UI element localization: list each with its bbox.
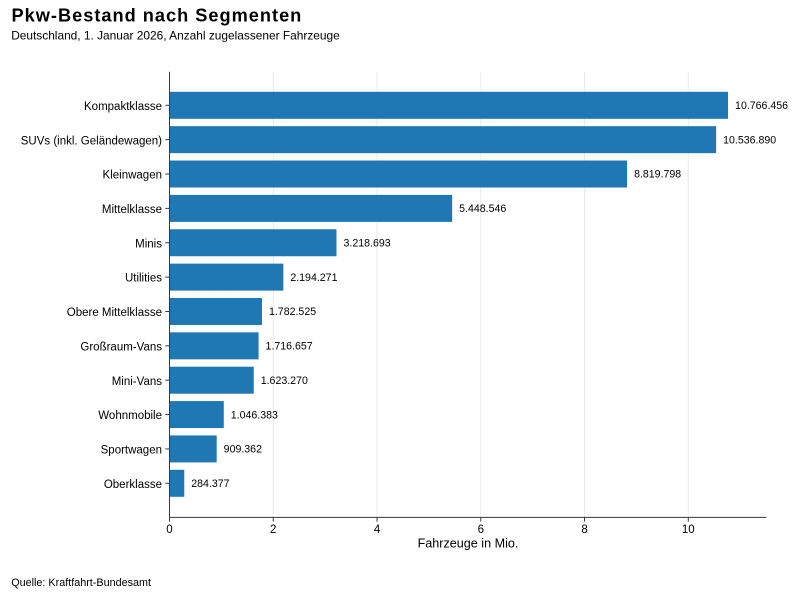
svg-text:1.782.525: 1.782.525 xyxy=(269,306,316,318)
svg-text:Kleinwagen: Kleinwagen xyxy=(103,170,162,182)
svg-text:2: 2 xyxy=(270,524,276,536)
svg-text:Quelle: Kraftfahrt-Bundesamt: Quelle: Kraftfahrt-Bundesamt xyxy=(11,577,151,589)
svg-text:Minis: Minis xyxy=(135,238,162,250)
svg-text:5.448.546: 5.448.546 xyxy=(459,203,506,215)
svg-text:Sportwagen: Sportwagen xyxy=(101,445,162,457)
svg-text:3.218.693: 3.218.693 xyxy=(343,237,390,249)
svg-text:Mittelklasse: Mittelklasse xyxy=(102,204,162,216)
svg-text:2.194.271: 2.194.271 xyxy=(290,272,337,284)
svg-text:Pkw-Bestand nach Segmenten: Pkw-Bestand nach Segmenten xyxy=(12,5,303,25)
svg-text:4: 4 xyxy=(374,524,381,536)
svg-text:Mini-Vans: Mini-Vans xyxy=(112,376,163,388)
svg-text:1.716.657: 1.716.657 xyxy=(266,341,313,353)
svg-text:6: 6 xyxy=(478,524,484,536)
svg-text:284.377: 284.377 xyxy=(191,478,229,490)
svg-text:Oberklasse: Oberklasse xyxy=(104,479,162,491)
svg-text:10.536.890: 10.536.890 xyxy=(723,134,776,146)
svg-text:1.046.383: 1.046.383 xyxy=(231,409,278,421)
svg-text:Utilities: Utilities xyxy=(125,273,162,285)
svg-text:8: 8 xyxy=(581,524,587,536)
svg-text:Fahrzeuge in Mio.: Fahrzeuge in Mio. xyxy=(418,537,519,551)
svg-text:Kompaktklasse: Kompaktklasse xyxy=(84,101,162,113)
svg-text:909.362: 909.362 xyxy=(224,444,262,456)
svg-text:8.819.798: 8.819.798 xyxy=(634,169,681,181)
svg-text:SUVs (inkl. Geländewagen): SUVs (inkl. Geländewagen) xyxy=(21,135,162,147)
svg-text:10.766.456: 10.766.456 xyxy=(735,100,788,112)
svg-text:1.623.270: 1.623.270 xyxy=(261,375,308,387)
svg-text:Obere Mittelklasse: Obere Mittelklasse xyxy=(67,307,162,319)
svg-text:10: 10 xyxy=(682,524,695,536)
svg-text:Deutschland, 1. Januar 2026, A: Deutschland, 1. Januar 2026, Anzahl zuge… xyxy=(11,28,340,42)
svg-text:0: 0 xyxy=(166,524,172,536)
svg-text:Wohnmobile: Wohnmobile xyxy=(98,410,162,422)
svg-text:Großraum-Vans: Großraum-Vans xyxy=(80,341,162,353)
